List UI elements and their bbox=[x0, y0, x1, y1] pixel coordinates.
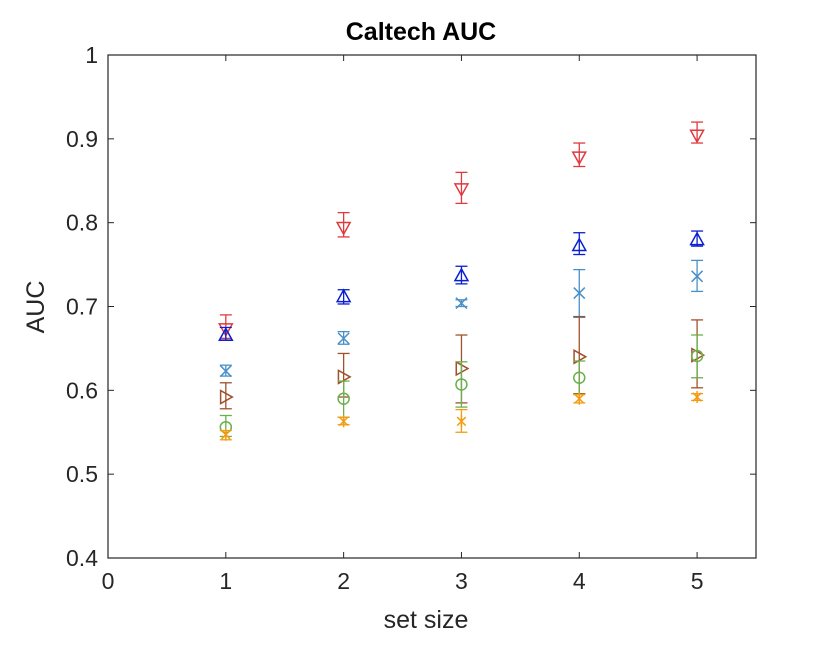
data-point bbox=[337, 369, 352, 385]
series-asterisk bbox=[219, 391, 704, 441]
y-tick-label: 0.4 bbox=[66, 545, 98, 571]
data-point bbox=[689, 129, 705, 144]
data-point bbox=[337, 392, 350, 405]
x-axis-label: set size bbox=[384, 606, 469, 634]
data-point bbox=[335, 288, 352, 303]
data-point bbox=[218, 326, 234, 341]
x-tick-label: 1 bbox=[219, 568, 232, 594]
data-point bbox=[691, 270, 704, 283]
series-circle bbox=[219, 334, 704, 438]
data-point bbox=[338, 415, 349, 428]
y-tick-label: 0.6 bbox=[66, 377, 98, 403]
error-bar bbox=[455, 171, 468, 205]
data-point bbox=[220, 428, 231, 441]
y-tick-label: 0.9 bbox=[66, 126, 98, 152]
data-point bbox=[455, 378, 468, 391]
data-point bbox=[573, 371, 586, 385]
data-point bbox=[690, 349, 704, 363]
data-point bbox=[219, 365, 232, 378]
data-point bbox=[453, 183, 470, 198]
error-bar bbox=[573, 232, 586, 256]
data-point bbox=[453, 267, 470, 282]
x-tick-label: 4 bbox=[573, 568, 586, 594]
error-bar bbox=[691, 121, 704, 144]
series-x bbox=[219, 259, 704, 378]
error-bar bbox=[455, 361, 468, 408]
chart-title: Caltech AUC bbox=[346, 18, 497, 46]
data-point bbox=[337, 332, 350, 345]
error-bar bbox=[691, 334, 704, 379]
error-bar bbox=[337, 380, 350, 418]
y-tick-label: 1 bbox=[85, 42, 98, 68]
x-tick-label: 5 bbox=[691, 568, 704, 594]
data-point bbox=[574, 392, 585, 405]
data-point bbox=[218, 323, 234, 338]
data-point bbox=[335, 221, 352, 236]
axis-ticks: 0 1 2 3 4 5 0.4 0.5 0.6 0.7 0.8 0.9 1 bbox=[66, 42, 756, 594]
series-triangle-up bbox=[218, 230, 705, 341]
data-point bbox=[456, 415, 467, 428]
data-point bbox=[455, 297, 468, 310]
y-tick-label: 0.8 bbox=[66, 210, 98, 236]
data-point bbox=[571, 237, 588, 252]
y-tick-label: 0.5 bbox=[66, 461, 98, 487]
x-tick-label: 2 bbox=[337, 568, 350, 594]
y-tick-label: 0.7 bbox=[66, 294, 98, 320]
error-bar bbox=[219, 382, 232, 410]
series-layer bbox=[218, 121, 706, 441]
data-point bbox=[571, 151, 588, 166]
plot-area bbox=[107, 54, 757, 559]
y-axis-label: AUC bbox=[22, 281, 50, 334]
data-point bbox=[573, 349, 588, 365]
x-tick-label: 3 bbox=[455, 568, 468, 594]
error-bar bbox=[573, 360, 586, 396]
data-point bbox=[689, 231, 705, 246]
data-point bbox=[573, 287, 586, 300]
x-tick-label: 0 bbox=[102, 568, 115, 594]
axes-frame bbox=[107, 54, 757, 559]
data-point bbox=[219, 389, 234, 405]
data-point bbox=[692, 391, 702, 404]
